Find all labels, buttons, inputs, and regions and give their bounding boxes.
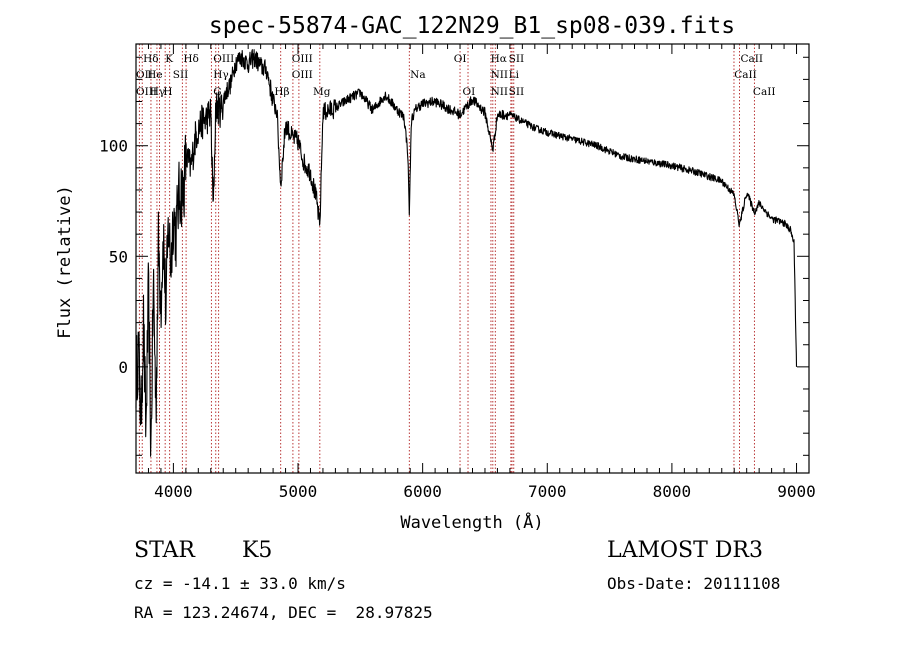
spectral-line-label: NII xyxy=(491,86,508,98)
spectral-line-label: OII xyxy=(136,69,153,81)
observation-date: Obs-Date: 20111108 xyxy=(607,574,781,593)
spectral-line-label: He xyxy=(147,69,162,81)
object-subclass: K5 xyxy=(242,538,273,563)
spectral-line-label: G xyxy=(213,86,221,98)
y-axis-label: Flux (relative) xyxy=(55,185,75,339)
spectral-line-label: CaII xyxy=(753,86,776,98)
spectral-line-label: SII xyxy=(173,69,189,81)
spectrum-line xyxy=(135,49,798,457)
spectral-line-label: H xyxy=(163,86,172,98)
plot-frame xyxy=(135,43,810,474)
spectral-line-label: Hα xyxy=(491,53,507,65)
y-tick-label: 50 xyxy=(109,247,128,266)
y-tick-label: 100 xyxy=(99,137,128,156)
axes: 4000 5000 6000 7000 8000 9000 0 50 100 xyxy=(99,43,816,501)
x-tick-label: 5000 xyxy=(279,482,318,501)
spectral-line-label: CaII xyxy=(740,53,763,65)
spectral-line-label: K xyxy=(165,53,173,65)
spectral-line-label: OIII xyxy=(136,86,157,98)
x-tick-label: 9000 xyxy=(777,482,816,501)
coordinates: RA = 123.24674, DEC = 28.97825 xyxy=(134,603,433,622)
spectral-line-label: Mg xyxy=(313,86,331,98)
spectral-line-label: OI xyxy=(463,86,476,98)
x-tick-label: 4000 xyxy=(154,482,193,501)
x-tick-label: 7000 xyxy=(528,482,567,501)
spectral-line-label: Li xyxy=(509,69,520,81)
spectral-line-label: SII xyxy=(509,86,525,98)
object-class: STAR xyxy=(134,538,195,563)
spectral-line-label: OIII xyxy=(213,53,234,65)
spectral-line-label: Hβ xyxy=(274,86,289,98)
spectral-line-label: Hγ xyxy=(150,86,165,98)
spectral-line-label: OIII xyxy=(292,53,313,65)
spectral-line-label: Hδ xyxy=(143,53,158,65)
spectral-line-label: SII xyxy=(509,53,525,65)
x-tick-label: 8000 xyxy=(653,482,692,501)
spectral-line-label: Hδ xyxy=(183,53,198,65)
spectral-line-label: NII xyxy=(491,69,508,81)
x-axis-label: Wavelength (Å) xyxy=(400,511,543,533)
y-tick-label: 0 xyxy=(118,358,128,377)
spectral-line-label: OI xyxy=(454,53,467,65)
x-tick-label: 6000 xyxy=(403,482,442,501)
spectral-line-label: OIII xyxy=(292,69,313,81)
spectral-line-label: Na xyxy=(410,69,425,81)
spectral-line-label: CaII xyxy=(734,69,757,81)
survey-name: LAMOST DR3 xyxy=(607,538,763,563)
redshift-value: cz = -14.1 ± 33.0 km/s xyxy=(134,574,346,593)
spectrum-series xyxy=(135,49,798,457)
spectral-line-label: Hγ xyxy=(213,69,228,81)
chart-title: spec-55874-GAC_122N29_B1_sp08-039.fits xyxy=(209,13,735,39)
